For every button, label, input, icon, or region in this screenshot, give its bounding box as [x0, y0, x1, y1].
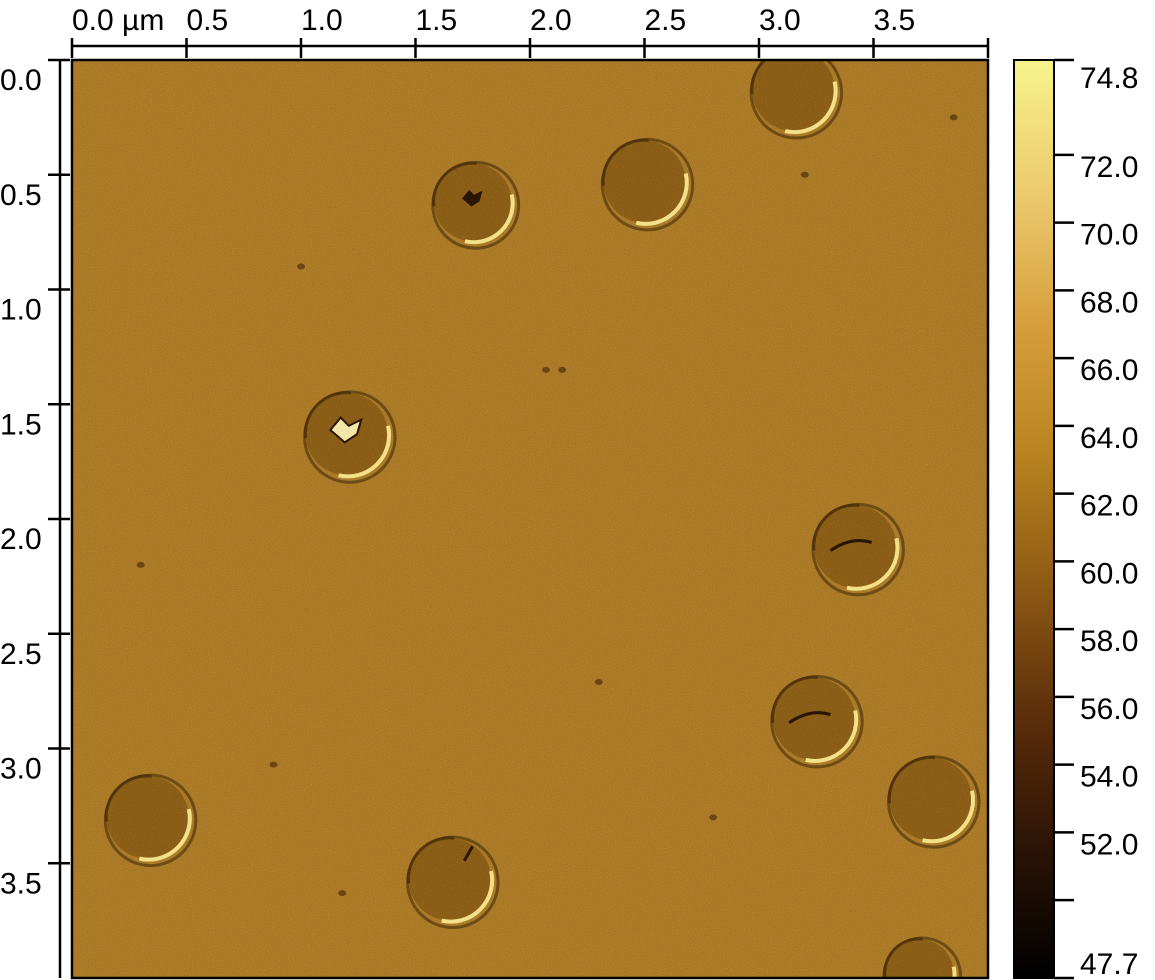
- x-tick-label: 3.0: [759, 4, 801, 37]
- particle-rim-shadow: [601, 138, 649, 186]
- particle-rim-highlight: [635, 172, 689, 226]
- particle-rim-highlight: [441, 870, 495, 924]
- x-tick-label: 2.0: [530, 4, 572, 37]
- surface-speck: [800, 171, 809, 178]
- surface-speck: [558, 366, 567, 373]
- particle-body: [752, 60, 835, 132]
- particle: [431, 160, 521, 250]
- surface-speck: [542, 366, 551, 373]
- colorbar-label: 60.0: [1080, 557, 1138, 590]
- particle-rim-highlight: [464, 194, 515, 245]
- x-tick-label: 1.5: [416, 4, 458, 37]
- colorbar-label: 72.0: [1080, 151, 1138, 184]
- particle: [882, 936, 963, 978]
- y-tick-label: 2.0: [0, 523, 42, 556]
- colorbar-label: 66.0: [1080, 354, 1138, 387]
- particle-body: [772, 677, 856, 760]
- particle-rim-shadow: [887, 756, 936, 804]
- colorbar-label: 74.8: [1080, 62, 1138, 95]
- particle-rim-shadow: [812, 503, 860, 551]
- y-tick-label: 3.0: [0, 753, 42, 786]
- y-tick-label: 1.5: [0, 408, 42, 441]
- particle-rim-highlight: [138, 808, 192, 862]
- particle-rim-shadow: [771, 675, 819, 723]
- particle-body: [408, 838, 492, 921]
- x-tick-label: 2.5: [645, 4, 687, 37]
- colorbar-label: 64.0: [1080, 422, 1138, 455]
- surface-speck: [709, 814, 718, 821]
- particle: [749, 60, 844, 140]
- colorbar-label: 58.0: [1080, 625, 1138, 658]
- particle: [406, 835, 500, 930]
- particle-rim-highlight: [338, 425, 392, 479]
- particle-rim-highlight: [805, 709, 859, 763]
- particle-rim-shadow: [104, 774, 152, 822]
- colorbar-gradient: [1013, 59, 1055, 979]
- colorbar: 74.8 72.0 70.0 68.0 66.0 64.0 62.0 60.0 58.0 56.0…: [1013, 58, 1138, 980]
- x-tick-label: 0.5: [187, 4, 229, 37]
- particle-pore: [328, 416, 363, 444]
- plot-area: [70, 58, 990, 980]
- particle: [887, 755, 981, 849]
- particle: [770, 674, 864, 769]
- colorbar-label: 52.0: [1080, 828, 1138, 861]
- colorbar-label: 68.0: [1080, 286, 1138, 319]
- particle-rim-shadow: [406, 836, 455, 884]
- colorbar-label: 70.0: [1080, 219, 1138, 252]
- y-axis: 0.0 0.5 1.0 1.5 2.0 2.5 3.0 3.5: [0, 58, 70, 978]
- particle-body: [889, 757, 972, 841]
- x-tick-label: 3.5: [874, 4, 916, 37]
- particle: [103, 773, 198, 868]
- plot-frame: [70, 58, 990, 980]
- colorbar-label: 54.0: [1080, 761, 1138, 794]
- particle-body: [813, 505, 897, 588]
- particle-crack: [788, 711, 831, 725]
- y-tick-label: 0.0: [0, 64, 42, 97]
- particle-rim-highlight: [922, 790, 976, 844]
- surface-speck: [949, 114, 958, 121]
- colorbar-label: 62.0: [1080, 490, 1138, 523]
- y-tick-label: 3.5: [0, 867, 42, 900]
- particle-layer: [103, 60, 981, 978]
- colorbar-label: 56.0: [1080, 693, 1138, 726]
- surface-speck: [338, 890, 347, 897]
- particle-rim-highlight: [846, 537, 900, 591]
- particle-rim-highlight: [951, 966, 957, 978]
- particle-crack: [829, 539, 873, 552]
- particle-rim-shadow: [883, 937, 923, 978]
- particle-body: [106, 776, 189, 859]
- particle-notch: [462, 845, 474, 862]
- x-tick-label: 1.0: [301, 4, 343, 37]
- y-tick-label: 1.0: [0, 294, 42, 327]
- particle-rim-shadow: [303, 391, 352, 439]
- surface-speck: [297, 263, 305, 270]
- particle-rim-shadow: [432, 161, 477, 207]
- particle: [811, 502, 905, 597]
- particle: [600, 137, 695, 232]
- surface-speck: [136, 561, 145, 568]
- y-tick-label: 0.5: [0, 179, 42, 212]
- particle-pore: [462, 189, 483, 207]
- particle-rim-highlight: [784, 81, 838, 135]
- colorbar-label: 47.7: [1080, 948, 1138, 980]
- colorbar-ticks: 74.8 72.0 70.0 68.0 66.0 64.0 62.0 60.0 58.0 56.0…: [1054, 58, 1138, 980]
- y-tick-label: 2.5: [0, 638, 42, 671]
- x-axis: 0.0 µm 0.5 1.0 1.5 2.0 2.5 3.0 3.5: [70, 4, 990, 58]
- particle: [303, 390, 397, 484]
- x-tick-label: 0.0 µm: [72, 4, 164, 37]
- particle-body: [603, 140, 686, 223]
- particle-body: [884, 939, 954, 978]
- surface-speck: [594, 678, 603, 685]
- surface-speck: [269, 761, 278, 768]
